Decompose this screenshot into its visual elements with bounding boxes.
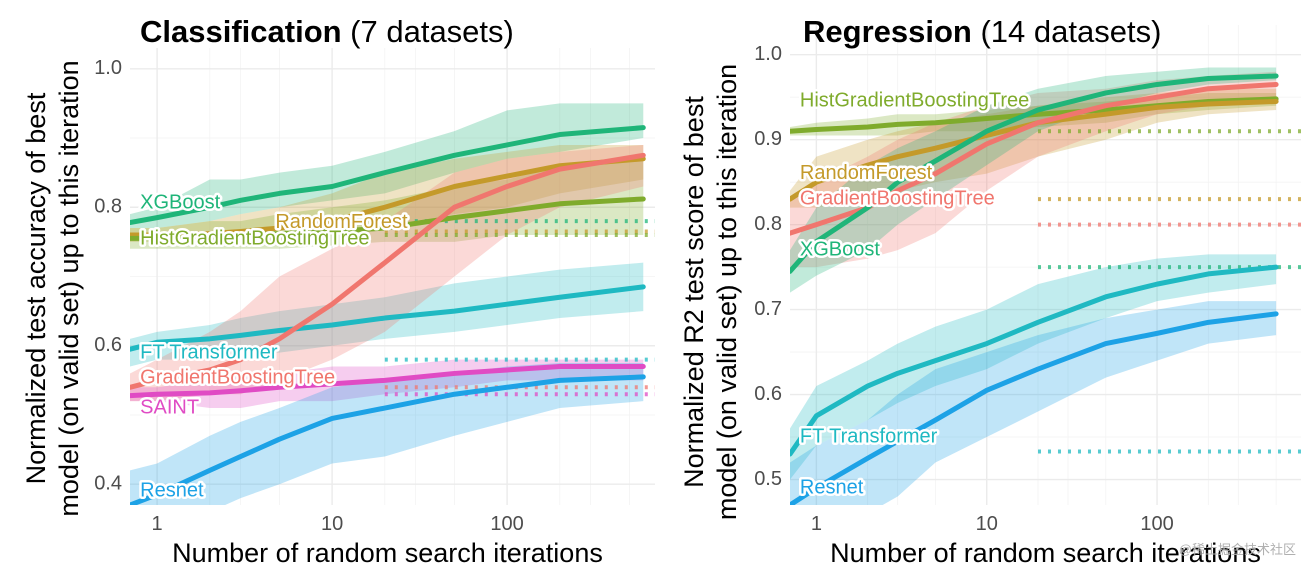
y-tick-label: 0.7 <box>754 298 782 320</box>
gradientboostingtree-label: GradientBoostingTree <box>140 367 335 389</box>
y-axis-title-line: Normalized test accuracy of best <box>21 92 51 484</box>
resnet-band <box>130 363 644 505</box>
randomforest-line <box>130 156 646 238</box>
panel-title-subtitle: (14 datasets) <box>972 14 1162 49</box>
regression-panel: HistGradientBoostingTree RandomForest Grad… <box>658 0 1316 576</box>
ft-transformer-band <box>130 262 644 367</box>
resnet-line <box>130 374 646 505</box>
panel-title: Classification (7 datasets) <box>140 14 514 49</box>
y-tick-label: 1.0 <box>94 57 122 79</box>
panel-title-main: Classification <box>140 14 342 49</box>
y-tick-label: 0.6 <box>94 334 122 356</box>
y-tick-label: 0.5 <box>754 468 782 490</box>
watermark: @稀土掘金技术社区 <box>1178 542 1296 557</box>
x-tick-label: 100 <box>490 513 523 535</box>
histgradientboostingtree-label: HistGradientBoostingTree <box>140 227 369 249</box>
y-tick-label: 0.9 <box>754 128 782 150</box>
ft-transformer-band <box>790 254 1277 480</box>
randomforest-label: RandomForest <box>800 162 933 184</box>
panel-title: Regression (14 datasets) <box>803 14 1161 49</box>
y-axis-title-line: model (on valid set) up to this iteratio… <box>712 64 742 520</box>
ft-transformer-label: FT Transformer <box>800 425 938 447</box>
xgboost-line <box>790 73 1279 274</box>
panel-title-subtitle: (7 datasets) <box>342 14 514 49</box>
xgboost-line <box>130 125 646 225</box>
y-tick-label: 0.6 <box>754 383 782 405</box>
y-axis-title-line: Normalized R2 test score of best <box>679 96 709 488</box>
resnet-label: Resnet <box>800 476 864 498</box>
grid <box>130 48 655 505</box>
y-tick-label: 1.0 <box>754 43 782 65</box>
gradientboostingtree-line <box>130 152 646 390</box>
y-axis-title-line: model (on valid set) up to this iteratio… <box>54 60 84 516</box>
xgboost-label: XGBoost <box>800 238 880 260</box>
randomforest-label: RandomForest <box>275 211 408 233</box>
ft-transformer-line <box>130 284 646 352</box>
resnet-line <box>790 311 1279 505</box>
saint-label: SAINT <box>140 396 199 418</box>
xgboost-label: XGBoost <box>140 191 220 213</box>
saint-line <box>130 364 646 399</box>
x-tick-label: 10 <box>321 513 343 535</box>
y-tick-label: 0.8 <box>754 213 782 235</box>
x-tick-label: 1 <box>152 513 163 535</box>
randomforest-band <box>790 88 1277 208</box>
x-tick-label: 1 <box>811 513 822 535</box>
histgradientboostingtree-label: HistGradientBoostingTree <box>800 90 1029 112</box>
x-axis-title: Number of random search iterations <box>172 538 603 568</box>
regression-chart: HistGradientBoostingTree RandomForest Grad… <box>679 14 1301 568</box>
ft-transformer-line <box>790 264 1279 457</box>
ft-transformer-label: FT Transformer <box>140 342 278 364</box>
gradientboostingtree-label: GradientBoostingTree <box>800 187 995 209</box>
gradientboostingtree-band <box>790 71 1277 268</box>
histgradientboostingtree-line <box>130 196 646 241</box>
gradientboostingtree-line <box>790 81 1279 236</box>
resnet-band <box>790 301 1277 505</box>
resnet-label: Resnet <box>140 479 204 501</box>
x-tick-label: 100 <box>1140 513 1173 535</box>
y-tick-label: 0.8 <box>94 196 122 218</box>
y-tick-label: 0.4 <box>94 473 122 495</box>
classification-chart: XGBoost RandomForestHistGradientBoostingT… <box>21 14 655 568</box>
randomforest-band <box>130 144 644 242</box>
x-tick-label: 10 <box>976 513 998 535</box>
randomforest-line <box>790 98 1279 202</box>
classification-panel: XGBoost RandomForest HistGradientBoostingT… <box>21 14 655 568</box>
panel-title-main: Regression <box>803 14 972 49</box>
x-axis-title: Number of random search iterations <box>830 538 1261 568</box>
